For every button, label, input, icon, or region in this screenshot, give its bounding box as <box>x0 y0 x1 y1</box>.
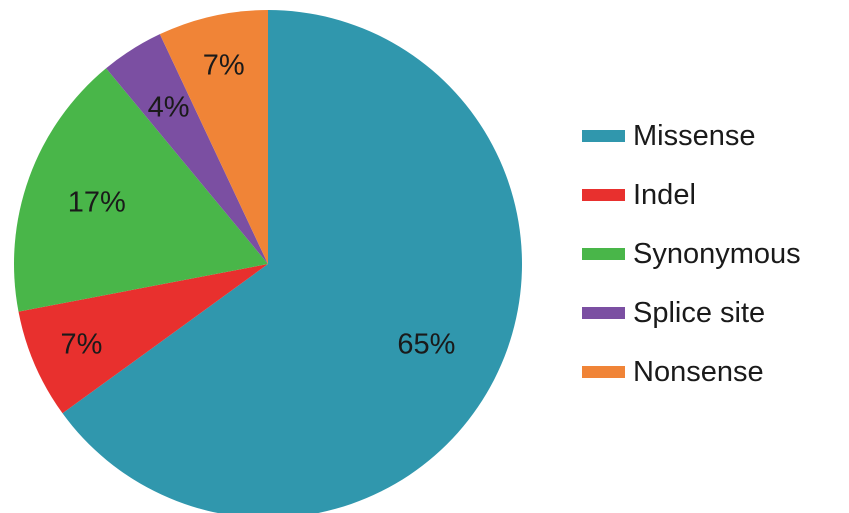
legend-item-indel: Indel <box>582 179 696 211</box>
legend: Missense Indel Synonymous Splice site Nonsen… <box>582 120 801 388</box>
pie-slice-nonsense <box>159 10 268 264</box>
slice-label-splice-site: 4% <box>148 91 190 123</box>
pie-slice-missense <box>62 10 522 513</box>
pie-slice-splice-site <box>106 34 269 265</box>
slice-label-missense: 65% <box>397 329 455 361</box>
legend-swatch <box>582 366 625 378</box>
legend-swatch <box>582 130 625 142</box>
pie-slice-labels: 65% 7% 17% 4% 7% <box>61 50 456 361</box>
legend-label: Synonymous <box>633 238 801 270</box>
legend-label: Nonsense <box>633 356 764 388</box>
legend-swatch <box>582 189 625 201</box>
legend-item-splice-site: Splice site <box>582 297 765 329</box>
legend-label: Missense <box>633 120 756 152</box>
pie-slice-synonymous <box>13 68 268 312</box>
slice-label-indel: 7% <box>61 329 103 361</box>
legend-item-missense: Missense <box>582 120 756 152</box>
legend-label: Indel <box>633 179 696 211</box>
legend-label: Splice site <box>633 297 765 329</box>
slice-label-synonymous: 17% <box>68 186 126 218</box>
legend-item-nonsense: Nonsense <box>582 356 764 388</box>
legend-item-synonymous: Synonymous <box>582 238 801 270</box>
slice-label-nonsense: 7% <box>203 50 245 82</box>
pie-slices <box>13 10 522 513</box>
legend-swatch <box>582 248 625 260</box>
pie-slice-indel <box>18 264 268 414</box>
legend-swatch <box>582 307 625 319</box>
